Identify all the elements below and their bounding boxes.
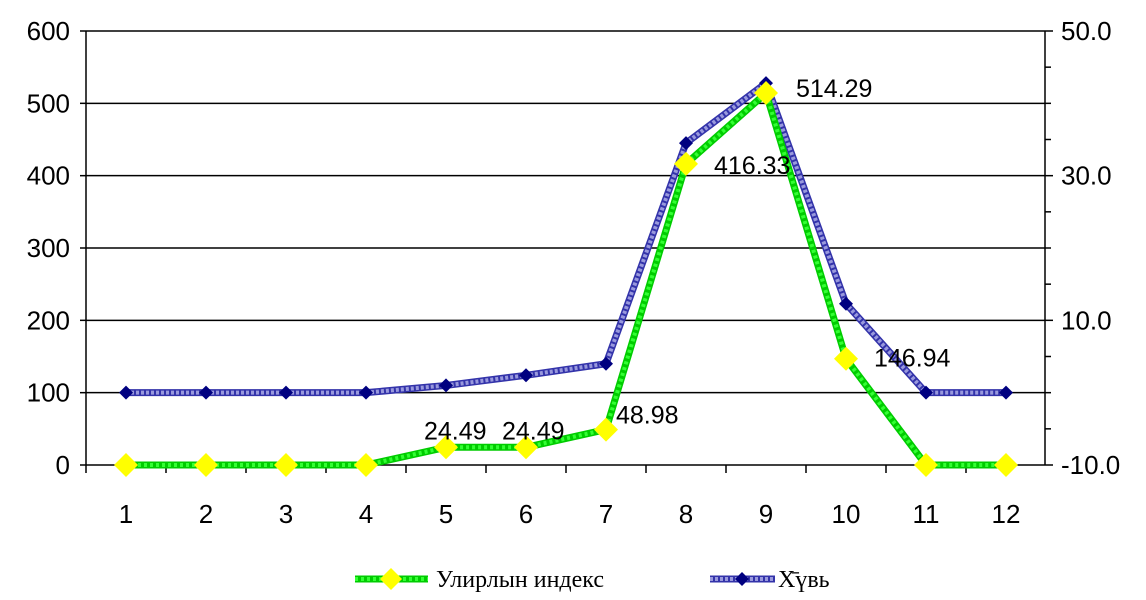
- left-tick-label: 600: [27, 16, 70, 46]
- series-1: [119, 76, 1013, 400]
- x-tick-label: 7: [599, 499, 613, 529]
- series-line: [126, 81, 1006, 395]
- data-point: [914, 453, 938, 477]
- legend-swatch-marker: [380, 568, 402, 590]
- data-point: [999, 385, 1013, 400]
- data-point: [839, 296, 853, 311]
- data-point: [434, 435, 458, 460]
- legend: Улирлын индекс Х̄үвь: [355, 567, 830, 593]
- left-tick-label: 500: [27, 88, 70, 118]
- x-tick-label: 9: [759, 499, 773, 529]
- data-point: [599, 356, 613, 371]
- legend-label: Улирлын индекс: [436, 567, 604, 593]
- series-0: [114, 80, 1018, 477]
- legend-swatch-marker: [735, 572, 749, 586]
- data-point: [279, 385, 293, 400]
- right-tick-label: 30.0: [1061, 161, 1112, 191]
- left-tick-label: 100: [27, 378, 70, 408]
- data-point: [114, 453, 138, 477]
- data-point: [354, 453, 378, 477]
- x-tick-label: 3: [279, 499, 293, 529]
- legend-label: Х̄үвь: [778, 567, 830, 593]
- data-point: [199, 385, 213, 400]
- data-point: [359, 385, 373, 400]
- x-tick-label: 11: [913, 499, 940, 529]
- data-point: [754, 80, 778, 105]
- data-point: [679, 136, 693, 151]
- left-tick-label: 200: [27, 305, 70, 335]
- x-tick-label: 5: [439, 499, 453, 529]
- data-point: [439, 378, 453, 393]
- data-point: [834, 346, 858, 371]
- x-tick-label: 8: [679, 499, 693, 529]
- x-tick-label: 10: [832, 499, 861, 529]
- legend-item-index: Улирлын индекс: [355, 567, 604, 593]
- left-tick-label: 300: [27, 233, 70, 263]
- left-tick-label: 400: [27, 161, 70, 191]
- data-labels: 24.49 24.49 48.98 416.33 514.29 146.94: [424, 75, 951, 445]
- data-point: [274, 453, 298, 477]
- right-tick-label: 10.0: [1061, 305, 1112, 335]
- x-tick-label: 6: [519, 499, 533, 529]
- series-line: [126, 90, 1006, 467]
- axes: [80, 30, 1053, 473]
- data-point: [674, 151, 698, 176]
- data-point: [119, 385, 133, 400]
- data-label: 146.94: [874, 345, 951, 373]
- data-label: 514.29: [796, 75, 872, 103]
- data-point: [519, 368, 533, 383]
- right-tick-label: 50.0: [1061, 16, 1112, 46]
- series-layer: [114, 76, 1018, 477]
- data-point: [514, 435, 538, 460]
- legend-item-profit: Х̄үвь: [710, 567, 830, 593]
- data-label: 24.49: [424, 417, 487, 445]
- data-label: 48.98: [616, 402, 679, 430]
- x-tick-label: 2: [199, 499, 213, 529]
- data-label: 24.49: [502, 417, 565, 445]
- right-tick-label: -10.0: [1061, 450, 1120, 480]
- series-line-outline: [126, 89, 1006, 469]
- x-tick-label: 1: [119, 499, 133, 529]
- data-point: [594, 417, 618, 442]
- data-point: [194, 453, 218, 477]
- x-tick-label: 4: [359, 499, 373, 529]
- data-point: [994, 453, 1018, 477]
- data-label: 416.33: [714, 152, 790, 180]
- left-tick-label: 0: [56, 450, 70, 480]
- data-point: [919, 385, 933, 400]
- x-tick-label: 12: [992, 499, 1021, 529]
- gridlines: [86, 30, 1045, 394]
